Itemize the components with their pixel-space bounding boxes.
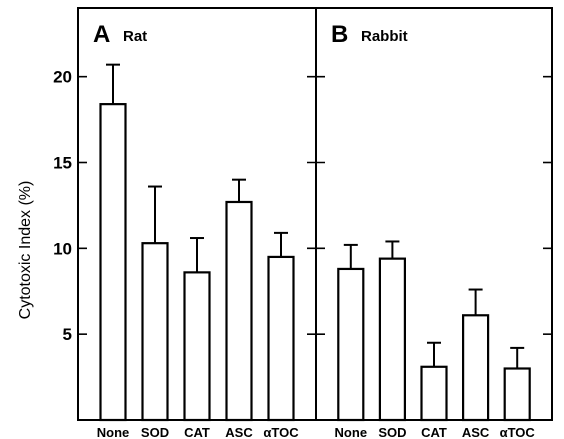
bar-rat-0 <box>99 103 127 422</box>
bar-rat-3 <box>225 200 253 422</box>
bar-rat-4 <box>267 255 295 422</box>
y-axis: 5 10 15 20 <box>53 68 552 344</box>
panel-rat: A Rat None SOD CAT ASC αTOC <box>93 21 299 439</box>
category-label: αTOC <box>263 425 299 439</box>
bar-rabbit-0 <box>337 267 365 422</box>
y-tick-label: 20 <box>53 68 72 87</box>
bar-rat-2 <box>183 271 211 422</box>
bar-rabbit-4 <box>503 367 531 422</box>
category-label: CAT <box>184 425 210 439</box>
bar-rat-1 <box>141 242 169 422</box>
y-axis-label: Cytotoxic Index (%) <box>17 181 34 320</box>
y-tick-label: 10 <box>53 239 72 258</box>
y-tick-label: 15 <box>53 154 72 173</box>
panel-name: Rabbit <box>361 28 408 45</box>
category-label: ASC <box>462 425 490 439</box>
y-tick-label: 5 <box>63 325 72 344</box>
category-label: SOD <box>378 425 406 439</box>
category-label: SOD <box>141 425 169 439</box>
panel-letter: A <box>93 21 110 48</box>
category-label: None <box>97 425 130 439</box>
bar-rabbit-3 <box>462 314 490 422</box>
category-label: αTOC <box>500 425 536 439</box>
panel-letter: B <box>331 21 348 48</box>
category-label: CAT <box>421 425 447 439</box>
bar-rabbit-2 <box>420 365 448 422</box>
category-label: ASC <box>225 425 253 439</box>
panel-name: Rat <box>123 28 147 45</box>
panel-rabbit: B Rabbit None SOD CAT ASC αTOC <box>331 21 535 439</box>
category-label: None <box>335 425 368 439</box>
bar-rabbit-1 <box>378 257 406 422</box>
